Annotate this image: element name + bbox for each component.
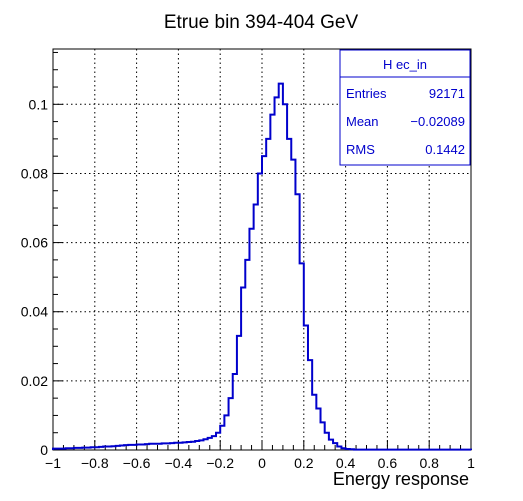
x-tick-label: −1	[45, 455, 61, 471]
stats-entries-label: Entries	[346, 86, 387, 101]
stats-entries-value: 92171	[429, 86, 465, 101]
x-tick-label: 0	[258, 455, 266, 471]
stats-mean-label: Mean	[346, 114, 379, 129]
chart-title: Etrue bin 394-404 GeV	[164, 12, 359, 33]
y-tick-label: 0.02	[21, 373, 48, 389]
y-tick-label: 0.1	[29, 96, 49, 112]
x-axis-title: Energy response	[333, 469, 469, 489]
stats-box: H ec_in Entries 92171 Mean −0.02089 RMS …	[339, 49, 471, 166]
x-tick-label: 0.8	[419, 455, 439, 471]
x-tick-label: −0.6	[123, 455, 151, 471]
axis-ticks	[52, 51, 472, 451]
grid-lines	[53, 49, 471, 450]
y-tick-label: 0	[40, 442, 48, 458]
stats-box-frame	[339, 49, 471, 166]
stats-box-title: H ec_in	[383, 57, 427, 72]
x-tick-label: 0.2	[294, 455, 314, 471]
stats-rms-value: 0.1442	[425, 142, 465, 157]
x-tick-label: 0.6	[378, 455, 398, 471]
stats-rms-label: RMS	[346, 142, 375, 157]
histogram-series-line	[52, 82, 472, 451]
x-tick-label: 0.4	[336, 455, 356, 471]
y-tick-label: 0.08	[21, 165, 48, 181]
x-tick-label: −0.4	[165, 455, 193, 471]
x-tick-label: −0.2	[206, 455, 234, 471]
y-tick-label: 0.06	[21, 235, 48, 251]
y-tick-label: 0.04	[21, 304, 48, 320]
axis-tick-labels: −1 −0.8 −0.6 −0.4 −0.2 0 0.2 0.4 0.6 0.8 1 0 0.02 0.0…	[21, 96, 475, 471]
stats-mean-value: −0.02089	[410, 114, 465, 129]
x-tick-label: −0.8	[81, 455, 109, 471]
x-tick-label: 1	[467, 455, 475, 471]
